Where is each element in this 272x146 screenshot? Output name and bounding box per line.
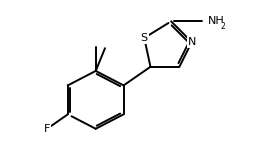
Text: NH: NH — [208, 16, 225, 26]
Text: F: F — [44, 124, 50, 134]
Text: N: N — [188, 37, 196, 47]
Text: S: S — [141, 33, 148, 43]
Text: 2: 2 — [221, 22, 225, 31]
